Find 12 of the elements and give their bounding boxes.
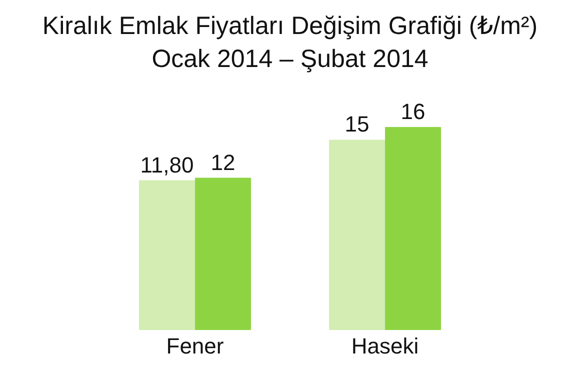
bar [329, 140, 385, 330]
bar [385, 127, 441, 330]
data-label: 12 [210, 150, 236, 175]
data-label: 16 [400, 99, 426, 124]
x-tick-label: Fener [166, 334, 224, 359]
data-label: 11,80 [140, 152, 194, 178]
x-tick-label: Haseki [351, 334, 419, 359]
bar [139, 180, 195, 330]
data-label: 15 [344, 112, 370, 137]
chart-subtitle: Ocak 2014 – Şubat 2014 [150, 44, 430, 75]
chart-title: Kiralık Emlak Fiyatları Değişim Grafiği (₺/m²) [41, 11, 539, 42]
bar [195, 178, 251, 330]
